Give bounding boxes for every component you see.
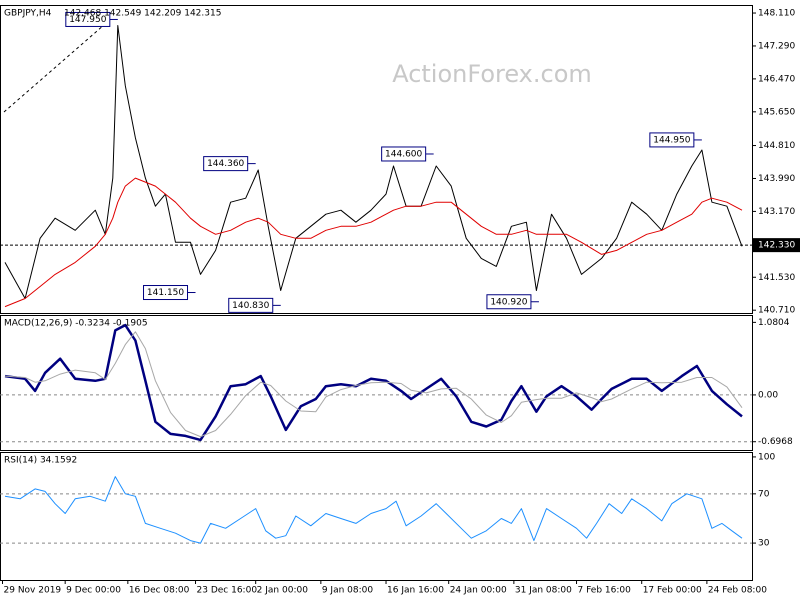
y-tick-label: 70 [758,489,770,499]
current-price-box [752,238,800,253]
y-tick-label: 100 [758,452,775,462]
annotation-box [228,297,274,313]
watermark: ActionForex.com [392,60,592,88]
y-tick-label: 141.530 [758,273,795,283]
x-tick-label: 29 Nov 2019 [4,586,62,596]
panel-title: MACD(12,26,9) -0.3234 -0.1905 [4,319,148,329]
x-tick-label: 7 Feb 16:00 [578,586,632,596]
panel-title: GBPJPY,H4 [4,9,52,19]
annotation-box [381,146,427,162]
series-line [4,25,743,299]
y-tick-label: 143.990 [758,174,795,184]
series-line [4,323,743,442]
current-price-label: 142.330 [758,241,795,251]
annotation-box [65,11,111,27]
annotation-box [486,294,532,310]
x-tick-label: 2 Jan 00:00 [257,586,309,596]
y-tick-label: 1.0804 [758,318,790,328]
panel-frame [0,5,753,314]
ohlc-values: 142.468 142.549 142.209 142.315 [64,9,221,19]
x-tick-label: 16 Jan 16:00 [387,586,444,596]
y-tick-label: 0.00 [758,390,778,400]
y-tick-label: -0.6968 [758,437,793,447]
annotation-label: 144.600 [385,149,422,159]
y-tick-label: 146.470 [758,74,795,84]
annotation-label: 140.920 [490,297,527,307]
annotation-label: 144.360 [207,159,244,169]
x-tick-label: 9 Jan 08:00 [322,586,374,596]
x-tick-label: 9 Dec 00:00 [66,586,121,596]
panel-frame [0,315,753,451]
y-tick-label: 148.110 [758,9,795,19]
annotation-label: 147.950 [69,15,106,25]
x-tick-label: 23 Dec 16:00 [197,586,258,596]
x-tick-label: 31 Jan 08:00 [515,586,572,596]
annotation-label: 144.950 [653,135,690,145]
y-tick-label: 147.290 [758,41,795,51]
annotation-box [203,156,249,172]
annotation-label: 141.150 [147,288,184,298]
x-tick-label: 24 Feb 08:00 [708,586,767,596]
annotation-label: 140.830 [232,301,269,311]
series-line [4,476,743,544]
y-tick-label: 140.710 [758,306,795,316]
y-tick-label: 144.810 [758,141,795,151]
x-tick-label: 16 Dec 08:00 [129,586,190,596]
panel-frame [0,452,753,581]
y-tick-label: 145.650 [758,107,795,117]
series-line [4,177,743,308]
y-tick-label: 143.170 [758,207,795,217]
x-tick-label: 17 Feb 00:00 [643,586,702,596]
panel-title: RSI(14) 34.1592 [4,456,77,466]
series-line [4,331,743,438]
annotation-box [143,285,189,301]
annotation-box [649,132,695,148]
x-tick-label: 24 Jan 00:00 [450,586,507,596]
y-tick-label: 30 [758,539,770,549]
